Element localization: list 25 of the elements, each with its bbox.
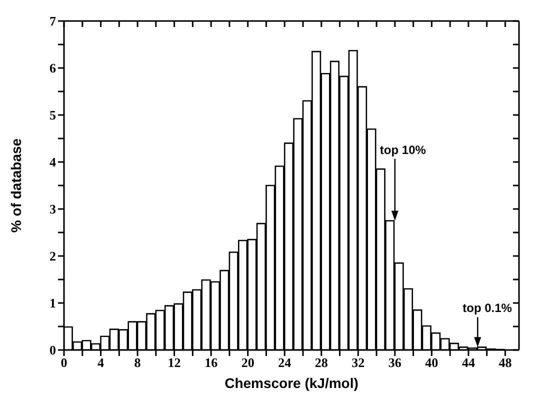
x-tick-label: 48 <box>498 355 512 370</box>
x-tick-label: 4 <box>98 355 105 370</box>
x-tick-label: 40 <box>425 355 438 370</box>
y-tick-label: 4 <box>50 154 56 170</box>
x-tick-label: 36 <box>388 355 402 370</box>
y-tick-label: 5 <box>50 108 56 123</box>
x-tick-label: 44 <box>462 355 476 370</box>
x-tick-label: 24 <box>278 355 292 370</box>
x-axis-title: Chemscore (kJ/mol) <box>224 375 358 391</box>
annotation: top 10% <box>380 142 426 157</box>
y-tick-label: 2 <box>50 248 56 264</box>
x-tick-label: 16 <box>204 355 218 370</box>
y-tick-label: 1 <box>50 296 56 311</box>
y-tick-label: 0 <box>50 342 56 358</box>
y-axis-title: % of database <box>8 138 24 233</box>
x-tick-label: 8 <box>134 355 142 370</box>
y-tick-label: 6 <box>50 60 56 76</box>
x-tick-label: 32 <box>352 355 365 370</box>
annotation: top 0.1% <box>462 301 512 316</box>
y-tick-label: 3 <box>50 202 56 217</box>
x-tick-label: 28 <box>314 355 328 370</box>
x-tick-label: 12 <box>168 355 181 370</box>
y-tick-label: 7 <box>50 14 56 29</box>
x-tick-label: 0 <box>60 355 68 370</box>
x-tick-label: 20 <box>241 355 254 370</box>
